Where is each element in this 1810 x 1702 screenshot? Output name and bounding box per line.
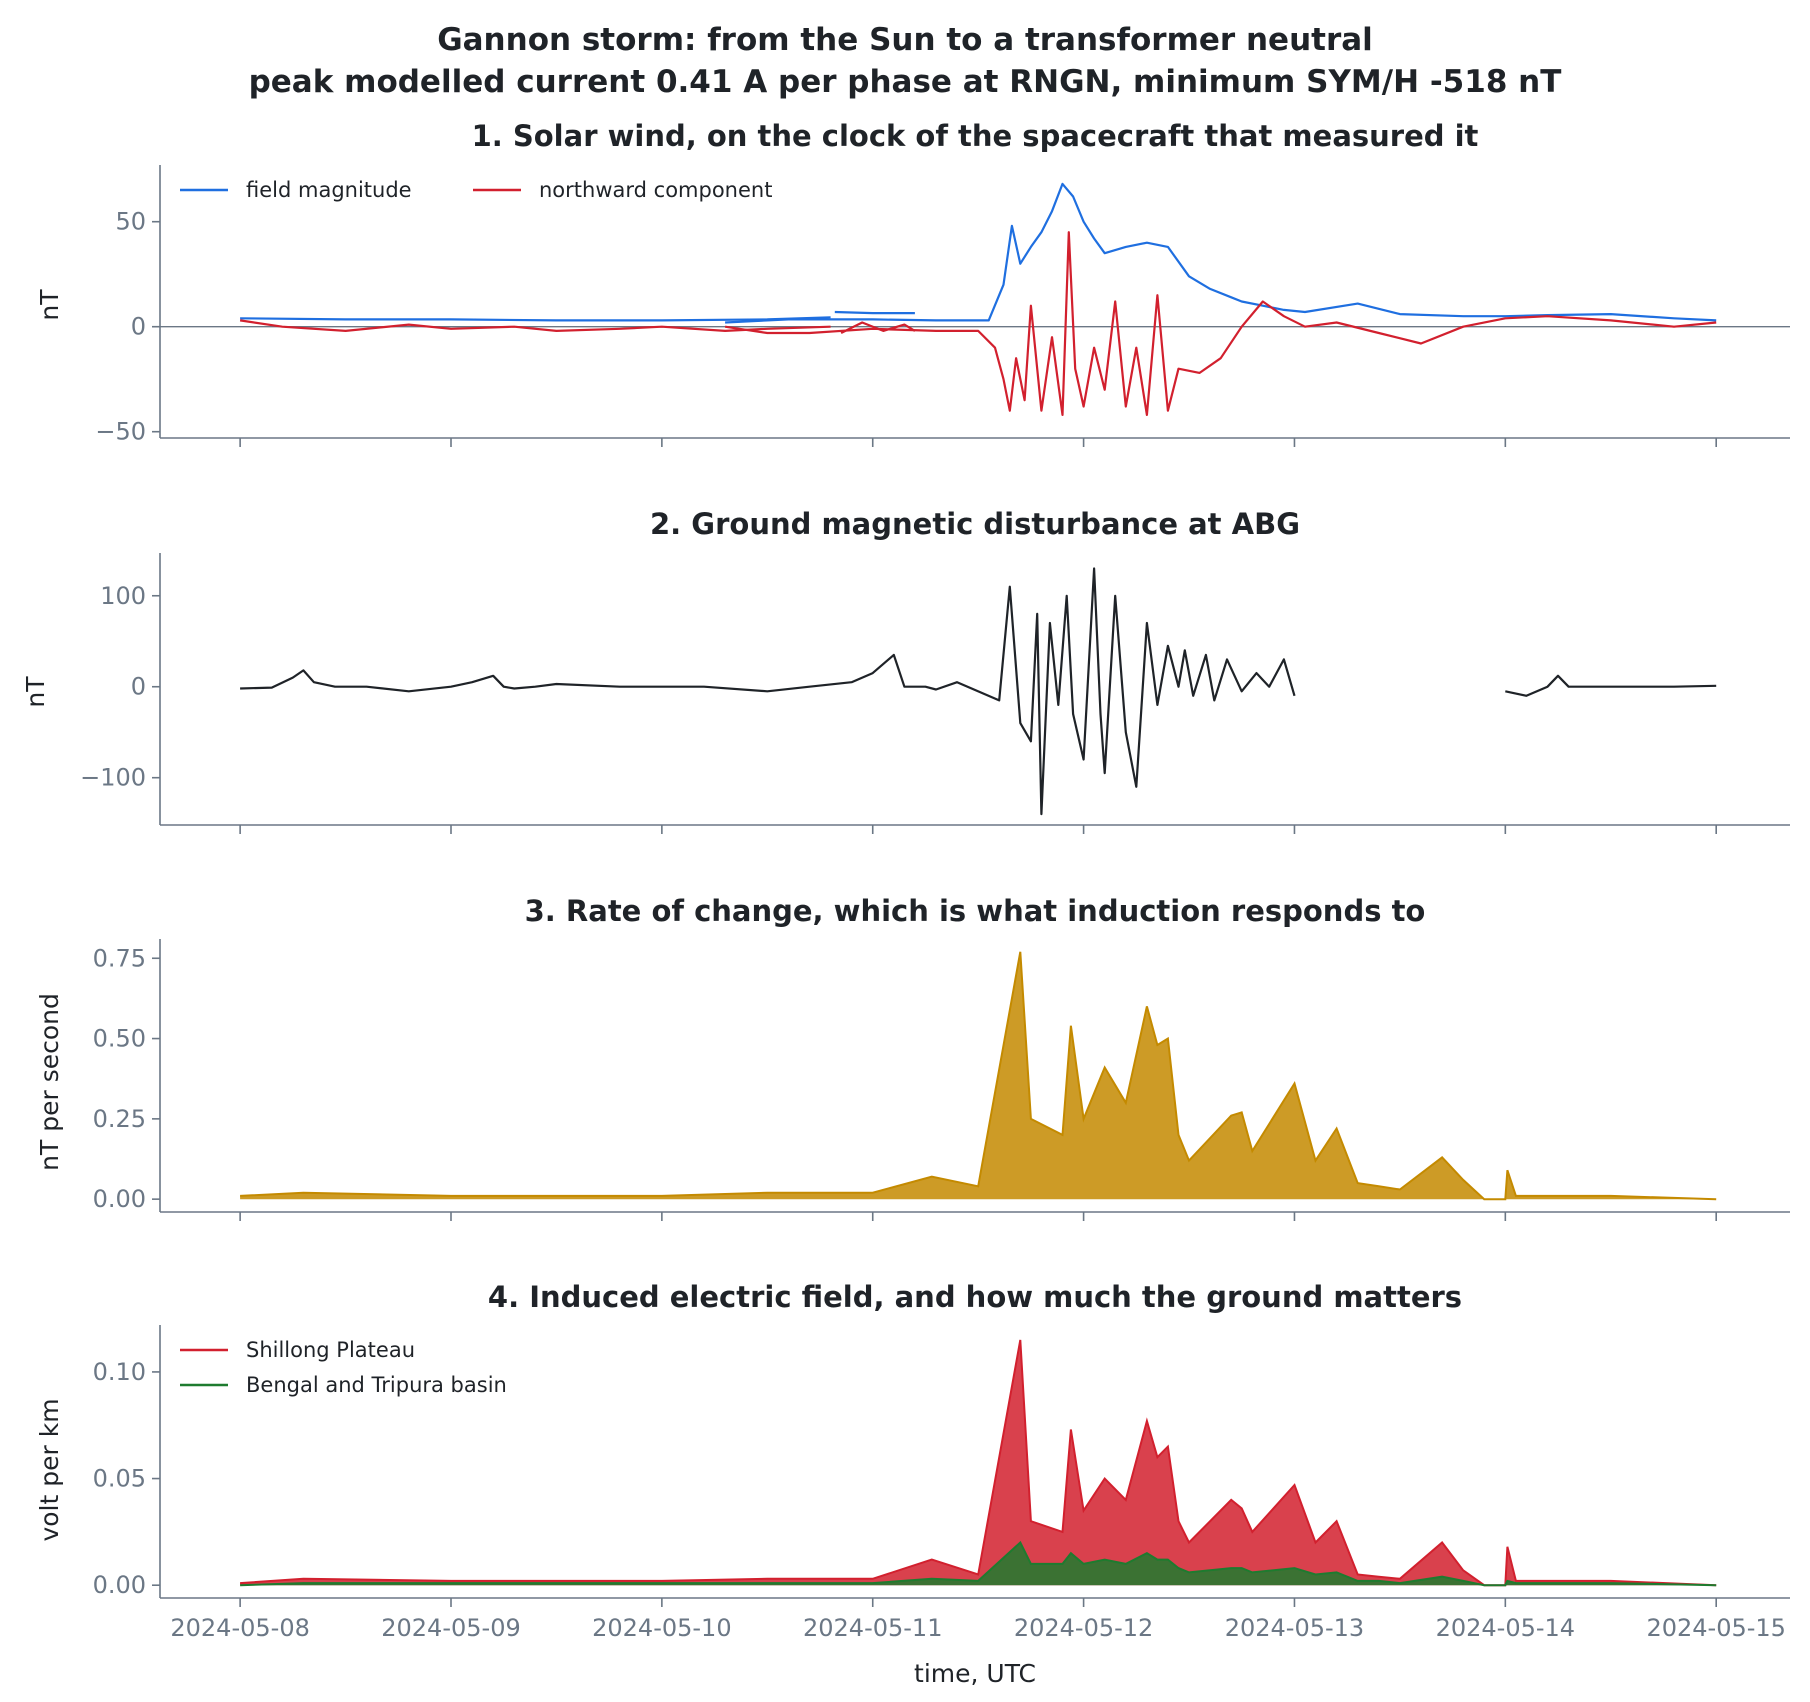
panel-4-bengal-and-tripura-basin-line	[240, 1540, 1717, 1587]
panel-1-legend-label-northward-component: northward component	[539, 178, 772, 202]
panel-4-shillong-plateau-line	[240, 1339, 1717, 1587]
panel-1-legend-label-field-magnitude: field magnitude	[246, 178, 412, 202]
panel-4-y-tick-label: 0.00	[93, 1571, 146, 1599]
panel-3-y-tick-label: 0.25	[93, 1105, 146, 1133]
panel-1-northward-component-line-2	[724, 231, 1717, 416]
figure-title-line1: Gannon storm: from the Sun to a transfor…	[437, 22, 1373, 58]
panel-4-legend-label-shillong-plateau: Shillong Plateau	[246, 1338, 415, 1362]
panel-1-y-tick-label: 0	[131, 313, 146, 341]
panel-1-field-magnitude-line-2	[725, 182, 1717, 324]
x-tick-label: 2024-05-10	[592, 1614, 731, 1642]
panel-3-y-tick-label: 0.00	[93, 1185, 146, 1213]
x-tick-label: 2024-05-13	[1225, 1614, 1364, 1642]
panel-rate-of-change: 3. Rate of change, which is what inducti…	[35, 894, 1790, 1221]
panel-4-title: 4. Induced electric field, and how much …	[488, 1280, 1462, 1314]
x-axis-label: time, UTC	[914, 1659, 1036, 1688]
x-tick-label: 2024-05-11	[803, 1614, 942, 1642]
panel-solar-wind: 1. Solar wind, on the clock of the space…	[35, 119, 1790, 447]
panel-electric-field: 4. Induced electric field, and how much …	[35, 1280, 1790, 1642]
panel-3-ylabel: nT per second	[35, 993, 64, 1171]
x-tick-label: 2024-05-12	[1014, 1614, 1153, 1642]
panel-3-title: 3. Rate of change, which is what inducti…	[525, 894, 1426, 928]
x-tick-label: 2024-05-15	[1646, 1614, 1785, 1642]
panel-2-series-line-1	[1505, 674, 1717, 697]
panel-2-y-tick-label: −100	[80, 764, 146, 792]
panel-4-ylabel: volt per km	[35, 1398, 64, 1541]
panel-4-y-tick-label: 0.10	[93, 1358, 146, 1386]
panel-4-legend-label-bengal-and-tripura-basin: Bengal and Tripura basin	[246, 1373, 507, 1397]
panel-3-y-tick-label: 0.50	[93, 1025, 146, 1053]
panel-2-ylabel: nT	[21, 676, 50, 708]
panel-2-y-tick-label: 100	[100, 582, 146, 610]
panel-2-title: 2. Ground magnetic disturbance at ABG	[650, 507, 1300, 541]
panel-1-field-magnitude-line-1	[834, 310, 915, 315]
panel-1-ylabel: nT	[35, 289, 64, 321]
panel-2-y-tick-label: 0	[131, 673, 146, 701]
panel-1-field-magnitude-line-0	[240, 316, 831, 322]
x-tick-label: 2024-05-09	[381, 1614, 520, 1642]
panel-1-title: 1. Solar wind, on the clock of the space…	[472, 119, 1479, 153]
panel-2-series-line-0	[240, 567, 1296, 816]
x-tick-label: 2024-05-08	[170, 1614, 309, 1642]
panel-1-y-tick-label: 50	[115, 208, 146, 236]
panel-1-northward-component-line-1	[840, 321, 916, 334]
panel-1-northward-component-line-0	[239, 319, 831, 332]
panel-ground-disturbance: 2. Ground magnetic disturbance at ABG nT…	[21, 507, 1790, 834]
panel-3-series-line	[240, 951, 1717, 1201]
panel-3-series-area	[240, 951, 1717, 1200]
figure-title-line2: peak modelled current 0.41 A per phase a…	[249, 64, 1562, 100]
panel-4-y-tick-label: 0.05	[93, 1465, 146, 1493]
x-tick-label: 2024-05-14	[1436, 1614, 1575, 1642]
panel-3-y-tick-label: 0.75	[93, 944, 146, 972]
panel-1-y-tick-label: −50	[95, 418, 146, 446]
